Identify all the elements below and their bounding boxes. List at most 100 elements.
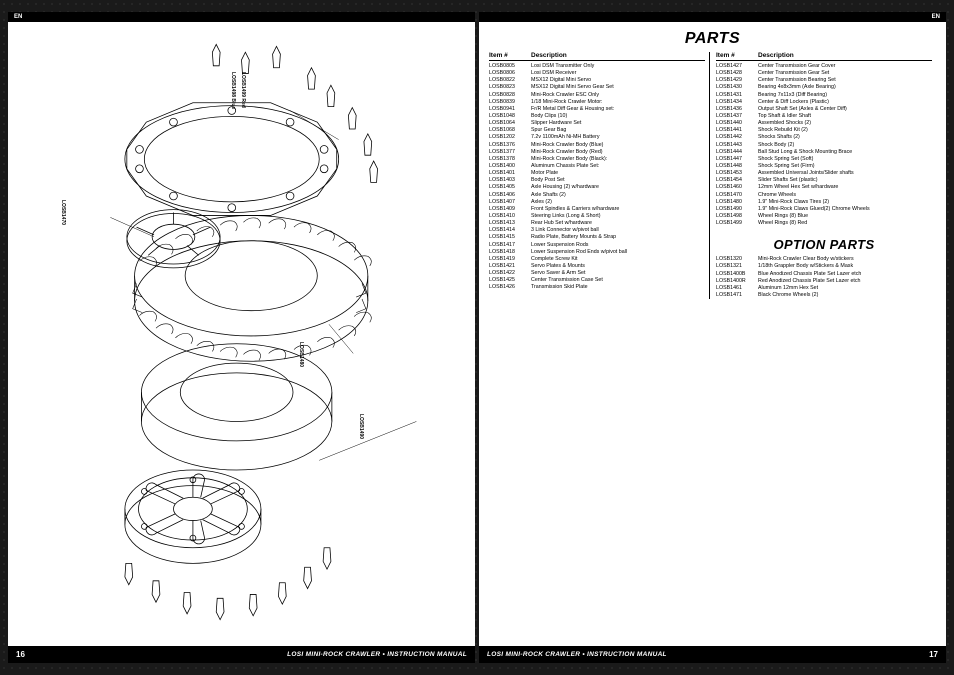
table-row: LOSB1403Body Post Set xyxy=(489,177,705,184)
table-header: Item # Description xyxy=(489,52,705,61)
page-num-right: 17 xyxy=(929,650,938,659)
cell-desc: Red Anodized Chassis Plate Set Lazer etc… xyxy=(758,278,932,285)
spread: EN xyxy=(0,0,954,675)
cell-item: LOSB1068 xyxy=(489,127,531,134)
cell-desc: Assembled Shocks (2) xyxy=(758,120,932,127)
table-row: LOSB1442Shocks Shafts (2) xyxy=(716,134,932,141)
cell-item: LOSB1447 xyxy=(716,156,758,163)
cell-desc: Losi DSM Transmitter Only xyxy=(531,63,705,70)
table-row: LOSB1378Mini-Rock Crawler Body (Black): xyxy=(489,156,705,163)
cell-desc: Transmission Skid Plate xyxy=(531,284,705,291)
cell-desc: Chrome Wheels xyxy=(758,192,932,199)
table-row: LOSB1419Complete Screw Kit xyxy=(489,256,705,263)
diagram-label: LOSB1499 Red xyxy=(240,72,246,108)
th-desc: Description xyxy=(531,52,705,59)
cell-item: LOSB1471 xyxy=(716,292,758,299)
cell-desc: Lower Suspension Rods xyxy=(531,242,705,249)
cell-item: LOSB1441 xyxy=(716,127,758,134)
cell-item: LOSB1410 xyxy=(489,213,531,220)
cell-item: LOSB1413 xyxy=(489,220,531,227)
table-row: LOSB1407Axles (2) xyxy=(489,199,705,206)
table-row: LOSB1426Transmission Skid Plate xyxy=(489,284,705,291)
cell-item: LOSB1400R xyxy=(716,278,758,285)
cell-desc: 12mm Wheel Hex Set w/hardware xyxy=(758,184,932,191)
table-row: LOSB1441Shock Rebuild Kit (2) xyxy=(716,127,932,134)
cell-desc: Shocks Shafts (2) xyxy=(758,134,932,141)
cell-desc: Shock Spring Set (Firm) xyxy=(758,163,932,170)
cell-item: LOSB1048 xyxy=(489,113,531,120)
cell-desc: Shock Spring Set (Soft) xyxy=(758,156,932,163)
table-row: LOSB1422Servo Saver & Arm Set xyxy=(489,270,705,277)
cell-desc: Ball Stud Long & Shock Mounting Brace xyxy=(758,149,932,156)
wheel-assembly-svg xyxy=(18,32,465,636)
cell-item: LOSB1454 xyxy=(716,177,758,184)
cell-item: LOSB1437 xyxy=(716,113,758,120)
cell-item: LOSB1407 xyxy=(489,199,531,206)
table-row: LOSB1376Mini-Rock Crawler Body (Blue) xyxy=(489,142,705,149)
cell-desc: Motor Plate xyxy=(531,170,705,177)
cell-item: LOSB1460 xyxy=(716,184,758,191)
table-row: LOSB13211/18th Grappler Body w/Stickers … xyxy=(716,263,932,270)
page-right: EN PARTS Item # Description LOSB0805Losi… xyxy=(479,12,946,663)
table-row: LOSB1471Black Chrome Wheels (2) xyxy=(716,292,932,299)
cell-desc: Front Spindles & Carriers w/hardware xyxy=(531,206,705,213)
cell-desc: Spur Gear Bag xyxy=(531,127,705,134)
cell-desc: Center Transmission Case Set xyxy=(531,277,705,284)
cell-desc: 1.9" Mini-Rock Claws Glued(2) Chrome Whe… xyxy=(758,206,932,213)
table-row: LOSB0823MSX12 Digital Mini Servo Gear Se… xyxy=(489,84,705,91)
cell-desc: Slipper Hardware Set xyxy=(531,120,705,127)
cell-item: LOSB1401 xyxy=(489,170,531,177)
table-row: LOSB1440Assembled Shocks (2) xyxy=(716,120,932,127)
cell-item: LOSB1499 xyxy=(716,220,758,227)
table-row: LOSB1400Aluminum Chassis Plate Set: xyxy=(489,163,705,170)
table-row: LOSB0805Losi DSM Transmitter Only xyxy=(489,63,705,70)
table-row: LOSB0828Mini-Rock Crawler ESC Only xyxy=(489,92,705,99)
cell-item: LOSB1480 xyxy=(716,199,758,206)
option-parts-title: OPTION PARTS xyxy=(716,237,932,252)
cell-item: LOSB1470 xyxy=(716,192,758,199)
cell-desc: Shock Rebuild Kit (2) xyxy=(758,127,932,134)
cell-desc: 1/18 Mini-Rock Crawler Motor: xyxy=(531,99,705,106)
cell-desc: Shock Body (2) xyxy=(758,142,932,149)
diagram-label: LOSB1470 xyxy=(60,200,66,225)
cell-desc: Mini-Rock Crawler Body (Black): xyxy=(531,156,705,163)
cell-desc: Black Chrome Wheels (2) xyxy=(758,292,932,299)
table-row: LOSB14901.9" Mini-Rock Claws Glued(2) Ch… xyxy=(716,206,932,213)
cell-item: LOSB1428 xyxy=(716,70,758,77)
cell-desc: Center Transmission Gear Set xyxy=(758,70,932,77)
lang-badge-left: EN xyxy=(8,12,475,22)
table-header: Item # Description xyxy=(716,52,932,61)
table-row: LOSB1064Slipper Hardware Set xyxy=(489,120,705,127)
table-row: LOSB14801.9" Mini-Rock Claws Tires (2) xyxy=(716,199,932,206)
table-row: LOSB1400BBlue Anodized Chassis Plate Set… xyxy=(716,271,932,278)
cell-item: LOSB1430 xyxy=(716,84,758,91)
table-row: LOSB0822MSX12 Digital Mini Servo xyxy=(489,77,705,84)
cell-item: LOSB1443 xyxy=(716,142,758,149)
cell-desc: Aluminum Chassis Plate Set: xyxy=(531,163,705,170)
cell-desc: Aluminum 12mm Hex Set xyxy=(758,285,932,292)
cell-desc: Axle Shafts (2) xyxy=(531,192,705,199)
diagram-label: LOSB1490 xyxy=(358,414,364,439)
cell-item: LOSB1448 xyxy=(716,163,758,170)
cell-desc: Slider Shafts Set (plastic) xyxy=(758,177,932,184)
table-row: LOSB1410Steering Links (Long & Short) xyxy=(489,213,705,220)
cell-item: LOSB1461 xyxy=(716,285,758,292)
table-row: LOSB1427Center Transmission Gear Cover xyxy=(716,63,932,70)
cell-desc: Center Transmission Gear Cover xyxy=(758,63,932,70)
cell-desc: Assembled Universal Joints/Slider shafts xyxy=(758,170,932,177)
table-row: LOSB1425Center Transmission Case Set xyxy=(489,277,705,284)
cell-desc: MSX12 Digital Mini Servo xyxy=(531,77,705,84)
table-row: LOSB1448Shock Spring Set (Firm) xyxy=(716,163,932,170)
cell-desc: 1/18th Grappler Body w/Stickers & Mask xyxy=(758,263,932,270)
cell-desc: Bearing 4x8x3mm (Axle Bearing) xyxy=(758,84,932,91)
cell-desc: Servo Saver & Arm Set xyxy=(531,270,705,277)
cell-desc: Complete Screw Kit xyxy=(531,256,705,263)
cell-item: LOSB0822 xyxy=(489,77,531,84)
cell-desc: Center & Diff Lockers (Plastic) xyxy=(758,99,932,106)
cell-item: LOSB1400 xyxy=(489,163,531,170)
cell-desc: Servo Plates & Mounts xyxy=(531,263,705,270)
cell-item: LOSB0806 xyxy=(489,70,531,77)
cell-desc: Body Clips (10) xyxy=(531,113,705,120)
cell-desc: Axles (2) xyxy=(531,199,705,206)
cell-desc: Lower Suspension Rod Ends w/pivot ball xyxy=(531,249,705,256)
